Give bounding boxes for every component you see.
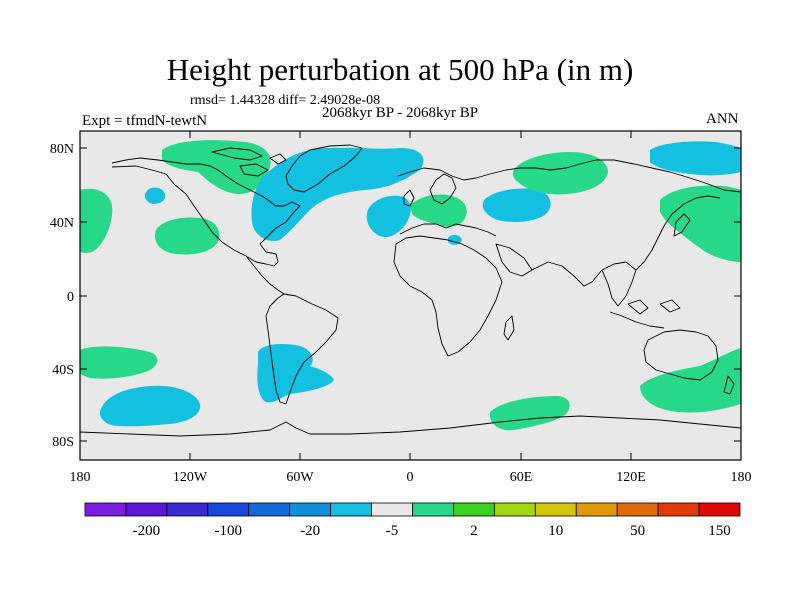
colorbar-box xyxy=(84,502,127,517)
stats-text: rmsd= 1.44328 diff= 2.49028e-08 xyxy=(190,93,381,108)
lat-label: 0 xyxy=(67,290,74,305)
lat-label: 80N xyxy=(50,142,74,157)
coast-africa xyxy=(393,235,503,357)
lat-label: 80S xyxy=(52,435,74,450)
coast-arabia xyxy=(495,243,533,277)
anomaly-negative-south-pacific xyxy=(99,385,201,427)
colorbar-label: 50 xyxy=(630,523,645,539)
colorbar-box xyxy=(657,502,700,517)
coast-central-america xyxy=(245,255,285,295)
anomaly-positive-north-pacific-west xyxy=(80,188,113,253)
lon-label: 60W xyxy=(286,470,314,485)
colorbar-label: 150 xyxy=(708,523,731,539)
coast-south-america xyxy=(265,293,339,405)
colorbar-label: 2 xyxy=(470,523,478,539)
coast-australia xyxy=(643,329,719,381)
lon-label: 180 xyxy=(70,470,91,485)
lon-label: 180 xyxy=(731,470,752,485)
coast-new-zealand xyxy=(723,375,735,395)
coast-greenland xyxy=(285,144,363,193)
colorbar-box xyxy=(371,502,413,517)
coast-madagascar xyxy=(503,315,515,341)
colorbar-box xyxy=(248,502,291,517)
anomaly-negative-arctic-siberia xyxy=(650,141,741,176)
anomaly-positive-arctic-canada xyxy=(162,140,271,194)
anomaly-negative-canada-west xyxy=(144,187,166,204)
anomaly-positive-europe xyxy=(410,194,467,227)
anomaly-negative-central-atlantic xyxy=(366,195,411,238)
lon-label: 0 xyxy=(407,470,414,485)
coast-arctic-islands xyxy=(211,147,287,177)
axis-ticks xyxy=(79,131,742,460)
coast-mediterranean xyxy=(399,223,497,237)
season-label: ANN xyxy=(706,111,739,127)
colorbar-label: 10 xyxy=(548,523,563,539)
colorbar-label: -200 xyxy=(133,523,161,539)
colorbar-box xyxy=(330,502,372,517)
colorbar-box xyxy=(166,502,209,517)
colorbar-label: -5 xyxy=(386,523,399,539)
lon-label: 60E xyxy=(510,470,533,485)
colorbar-box xyxy=(534,502,577,517)
anomaly-negative-north-atlantic xyxy=(251,147,424,242)
colorbar xyxy=(84,502,741,517)
lon-label: 120E xyxy=(616,470,646,485)
coast-uk xyxy=(403,189,415,207)
coastlines xyxy=(80,144,741,437)
coast-scandinavia xyxy=(429,173,457,205)
anomaly-negative-mediterranean-spot xyxy=(448,234,462,245)
coast-indonesia xyxy=(609,299,681,329)
colorbar-box xyxy=(125,502,168,517)
plot-title: Height perturbation at 500 hPa (in m) xyxy=(166,52,634,87)
longitude-labels: 180 120W 60W 0 60E 120E 180 xyxy=(70,470,752,485)
colorbar-label: -20 xyxy=(300,523,320,539)
colorbar-box xyxy=(453,502,495,517)
anomaly-positive-south-pacific xyxy=(80,346,158,379)
latitude-labels: 80N 40N 0 40S 80S xyxy=(50,142,74,450)
colorbar-box xyxy=(289,502,332,517)
colorbar-box xyxy=(493,502,536,517)
lat-label: 40S xyxy=(52,363,74,378)
colorbar-labels: -200 -100 -20 -5 2 10 50 150 xyxy=(133,523,731,539)
colorbar-box xyxy=(412,502,454,517)
colorbar-box xyxy=(207,502,250,517)
lon-label: 120W xyxy=(173,470,208,485)
anomaly-negative-south-america xyxy=(257,344,334,403)
coast-antarctica xyxy=(80,415,741,437)
experiment-label: Expt = tfmdN-tewtN xyxy=(82,113,208,129)
colorbar-box xyxy=(698,502,741,517)
anomaly-positive-southern-ocean-africa xyxy=(489,396,570,431)
colorbar-box xyxy=(616,502,659,517)
colorbar-label: -100 xyxy=(215,523,243,539)
coast-north-america xyxy=(111,157,301,267)
anomaly-positive-north-pacific-east xyxy=(660,185,741,262)
lat-label: 40N xyxy=(50,216,74,231)
colorbar-box xyxy=(575,502,618,517)
coast-indochina xyxy=(601,269,637,307)
coast-japan xyxy=(673,213,691,237)
anomaly-positive-north-pacific-central xyxy=(154,217,220,255)
anomaly-negative-east-europe xyxy=(482,188,551,222)
period-text: 2068kyr BP - 2068kyr BP xyxy=(322,105,479,121)
coast-europe xyxy=(397,159,741,193)
